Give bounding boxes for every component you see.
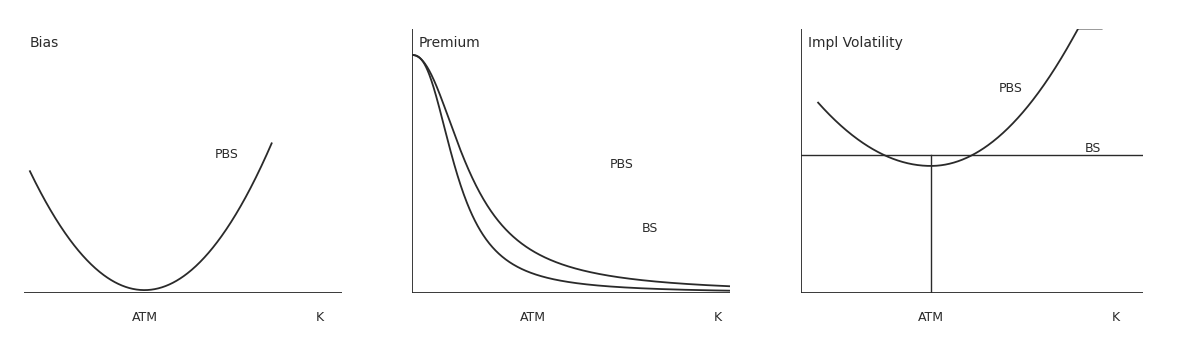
Text: PBS: PBS <box>609 158 634 171</box>
Text: K: K <box>714 311 722 324</box>
Text: ATM: ATM <box>132 311 158 324</box>
Text: ATM: ATM <box>521 311 547 324</box>
Text: K: K <box>316 311 324 324</box>
Text: Impl Volatility: Impl Volatility <box>808 36 902 50</box>
Text: Bias: Bias <box>29 36 59 50</box>
Text: ATM: ATM <box>918 311 944 324</box>
Text: PBS: PBS <box>999 82 1023 95</box>
Text: BS: BS <box>1085 142 1101 155</box>
Text: Premium: Premium <box>418 36 481 50</box>
Text: BS: BS <box>641 222 657 235</box>
Text: K: K <box>1111 311 1119 324</box>
Text: PBS: PBS <box>214 148 238 161</box>
